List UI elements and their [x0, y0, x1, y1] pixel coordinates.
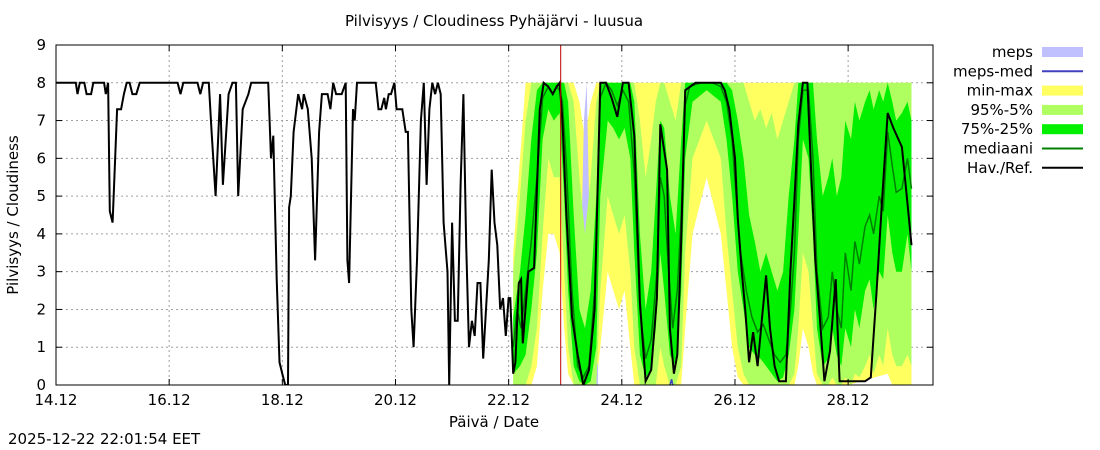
legend-label-median: mediaani — [963, 140, 1033, 158]
x-tick-label: 28.12 — [827, 391, 870, 409]
x-tick-label: 16.12 — [148, 391, 191, 409]
x-tick-label: 24.12 — [600, 391, 643, 409]
chart-title: Pilvisyys / Cloudiness Pyhäjärvi - luusu… — [345, 12, 643, 30]
x-tick-label: 18.12 — [261, 391, 304, 409]
y-tick-label: 9 — [36, 36, 46, 54]
y-tick-label: 0 — [36, 376, 46, 394]
y-tick-label: 4 — [36, 225, 46, 243]
x-tick-label: 20.12 — [374, 391, 417, 409]
y-axis-title: Pilvisyys / Cloudiness — [4, 135, 22, 295]
y-tick-label: 2 — [36, 300, 46, 318]
legend-swatch-p95_5 — [1042, 105, 1083, 115]
y-tick-label: 1 — [36, 338, 46, 356]
x-tick-label: 26.12 — [713, 391, 756, 409]
x-tick-label: 22.12 — [487, 391, 530, 409]
legend-label-p95_5: 95%-5% — [970, 101, 1033, 119]
y-tick-label: 5 — [36, 187, 46, 205]
legend-label-minmax: min-max — [967, 82, 1034, 100]
legend-swatch-minmax — [1042, 86, 1083, 96]
y-tick-label: 8 — [36, 74, 46, 92]
y-tick-label: 3 — [36, 263, 46, 281]
x-axis-title: Päivä / Date — [449, 413, 539, 431]
legend-label-p75_25: 75%-25% — [961, 120, 1033, 138]
cloudiness-chart: Pilvisyys / Cloudiness Pyhäjärvi - luusu… — [0, 0, 1100, 450]
legend-label-meps: meps — [992, 43, 1033, 61]
legend-swatch-p75_25 — [1042, 124, 1083, 134]
legend-label-observed: Hav./Ref. — [967, 159, 1033, 177]
legend-label-meps_med: meps-med — [953, 62, 1033, 80]
y-tick-label: 7 — [36, 112, 46, 130]
y-tick-label: 6 — [36, 149, 46, 167]
legend-swatch-meps — [1042, 47, 1083, 57]
timestamp: 2025-12-22 22:01:54 EET — [8, 430, 200, 448]
